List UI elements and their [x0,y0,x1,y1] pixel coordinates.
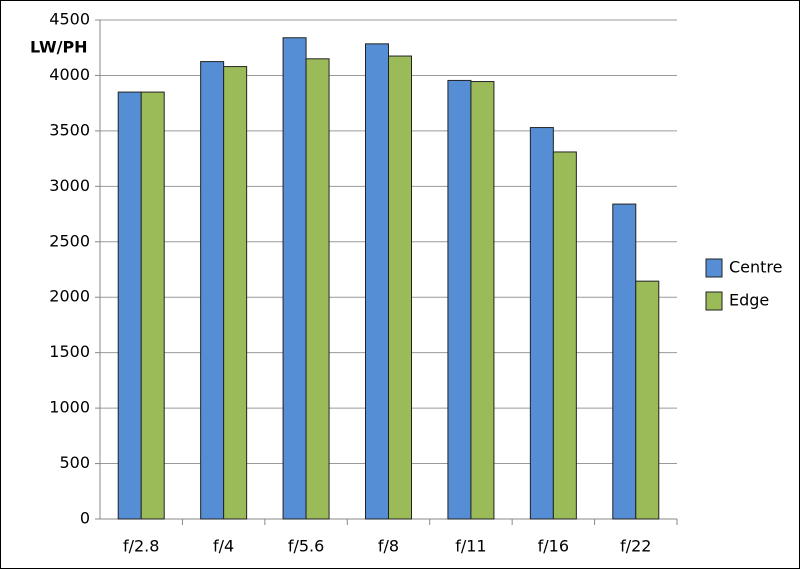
x-tick-label: f/11 [455,537,486,556]
bar [552,151,577,520]
legend-label: Centre [729,258,783,277]
bar [470,81,495,520]
bar [612,203,637,520]
y-tick-label: 3000 [49,176,90,195]
legend-swatch [705,291,723,311]
bar [365,43,389,520]
y-tick-label: 3500 [49,120,90,139]
y-tick-label: 4000 [49,65,90,84]
bar [117,91,142,520]
x-tick-label: f/5.6 [288,537,324,556]
y-tick-label: 1000 [49,398,90,417]
bar [635,280,660,520]
x-tick-label: f/16 [538,537,569,556]
x-tick-label: f/4 [213,537,234,556]
bar [200,61,225,520]
x-tick-label: f/22 [620,537,651,556]
bar [447,79,472,520]
bar [282,37,307,520]
x-tick-label: f/8 [378,537,399,556]
y-tick-label: 2000 [49,287,90,306]
bar [305,58,330,520]
bar [388,55,412,520]
bar [140,91,165,520]
bar [223,66,248,520]
x-tick-label: f/2.8 [123,537,159,556]
y-tick-label: 2500 [49,231,90,250]
y-axis-label: LW/PH [30,38,88,57]
y-tick-label: 500 [59,453,90,472]
legend-label: Edge [729,291,769,310]
y-tick-label: 0 [80,509,90,528]
y-tick-label: 4500 [49,10,90,29]
bar [529,127,554,520]
y-tick-label: 1500 [49,342,90,361]
legend-swatch [705,258,723,278]
